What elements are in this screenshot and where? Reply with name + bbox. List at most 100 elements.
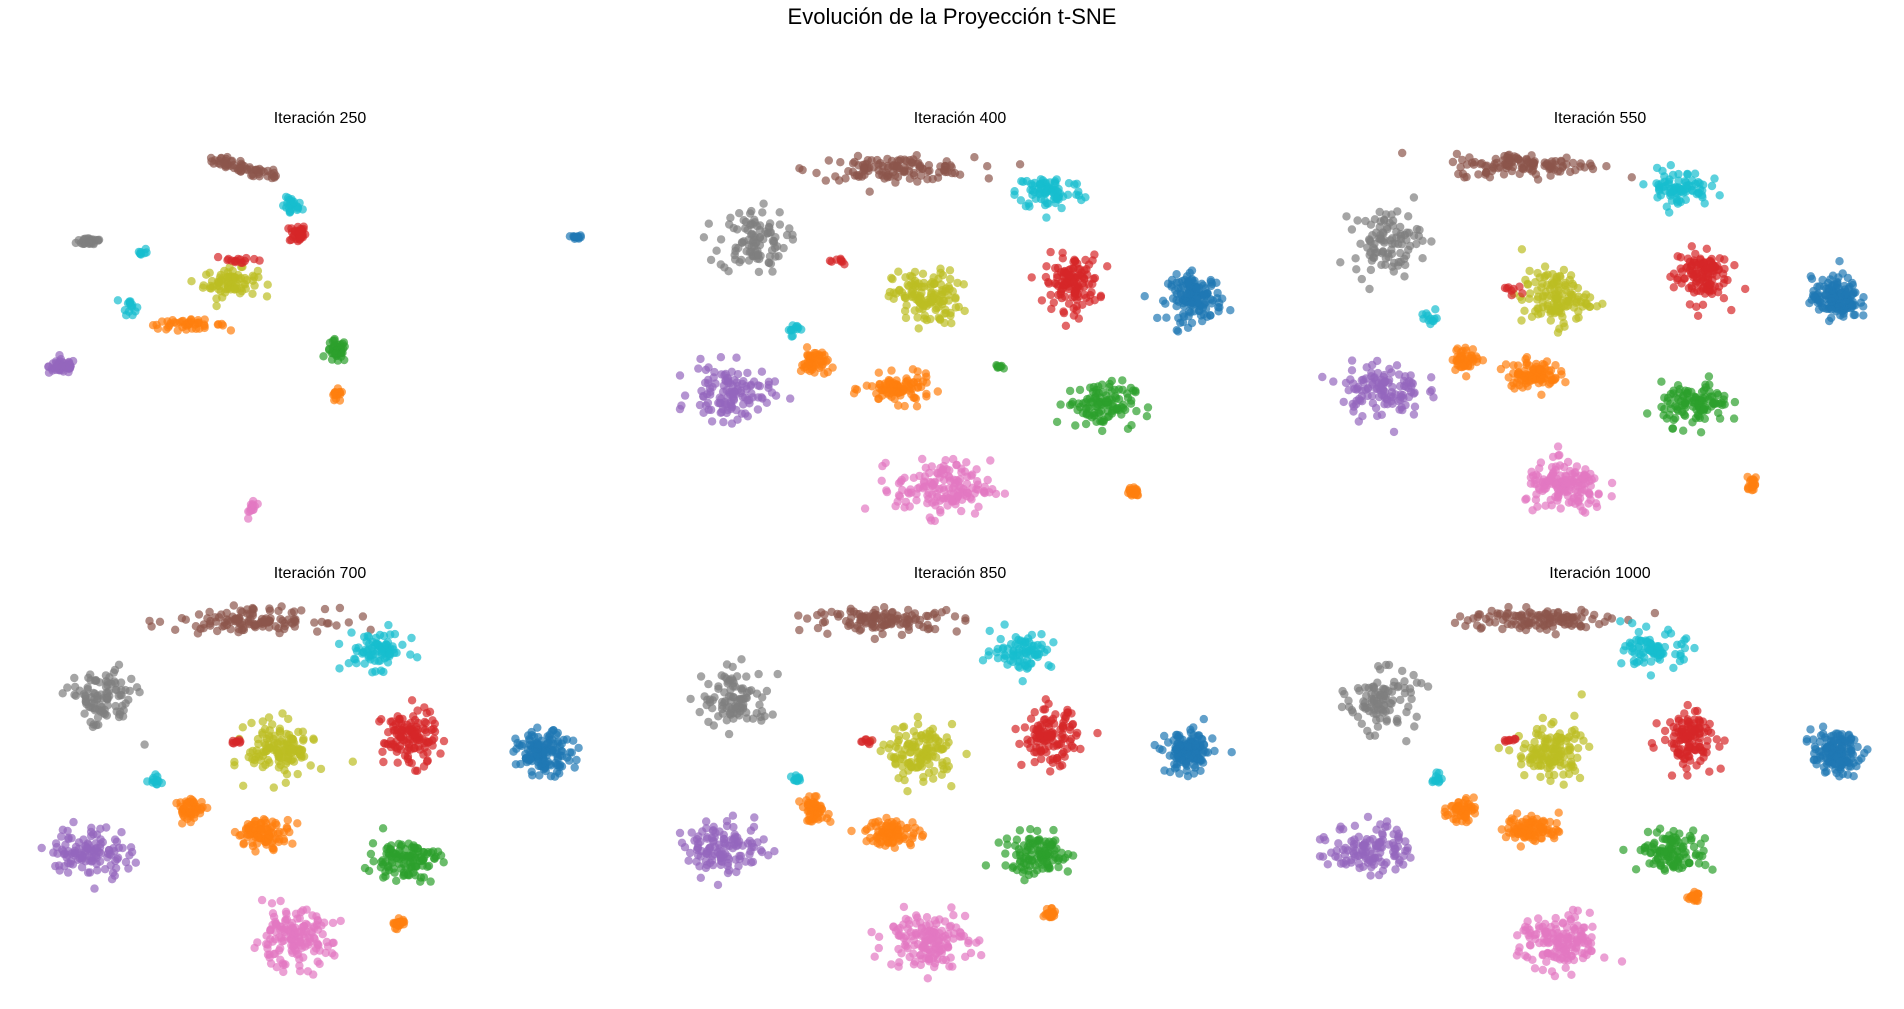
- scatter-point: [954, 302, 963, 312]
- scatter-point: [436, 749, 445, 758]
- scatter-point: [719, 417, 728, 427]
- scatter-point: [762, 398, 771, 407]
- scatter-point: [1032, 650, 1042, 659]
- scatter-point: [90, 706, 100, 715]
- scatter-point: [190, 810, 199, 819]
- scatter-point: [1577, 488, 1586, 497]
- cluster-cyan: [786, 771, 805, 786]
- scatter-point: [228, 738, 237, 748]
- scatter-point: [1366, 265, 1376, 275]
- scatter-point: [1059, 307, 1068, 316]
- scatter-point: [1055, 740, 1064, 749]
- scatter-point: [1518, 289, 1527, 298]
- scatter-point: [1693, 311, 1703, 320]
- scatter-point: [1547, 463, 1557, 472]
- scatter-point: [901, 313, 911, 323]
- scatter-point: [131, 307, 140, 316]
- scatter-point: [836, 610, 845, 619]
- scatter-point: [157, 317, 167, 326]
- scatter-point: [696, 354, 705, 364]
- scatter-point: [1681, 187, 1690, 197]
- scatter-point: [1695, 395, 1704, 405]
- scatter-point: [915, 162, 925, 171]
- scatter-point: [802, 343, 812, 352]
- cluster-orange: [329, 384, 346, 405]
- scatter-point: [1558, 312, 1567, 321]
- scatter-point: [887, 366, 896, 375]
- scatter-point: [324, 619, 333, 628]
- scatter-point: [936, 508, 945, 517]
- scatter-point: [1093, 402, 1102, 412]
- scatter-point: [984, 647, 994, 656]
- scatter-point: [1719, 294, 1729, 303]
- scatter-point: [818, 618, 828, 627]
- scatter-point: [894, 267, 903, 276]
- scatter-point: [897, 288, 907, 297]
- scatter-point: [1522, 353, 1532, 362]
- scatter-point: [1052, 194, 1062, 204]
- scatter-point: [1187, 318, 1197, 328]
- scatter-point: [1167, 280, 1176, 289]
- scatter-point: [117, 685, 126, 695]
- scatter-point: [1011, 724, 1020, 734]
- scatter-point: [784, 325, 794, 335]
- scatter-point: [378, 856, 387, 865]
- scatter-point: [877, 620, 887, 629]
- scatter-point: [1687, 281, 1696, 291]
- scatter-point: [1560, 322, 1569, 331]
- scatter-point: [134, 247, 144, 257]
- scatter-plot: [675, 603, 1236, 983]
- scatter-point: [824, 156, 833, 165]
- cluster-orange: [1496, 353, 1570, 399]
- scatter-point: [1848, 278, 1857, 288]
- scatter-point: [261, 618, 270, 627]
- scatter-point: [406, 745, 415, 754]
- scatter-point: [1052, 279, 1061, 289]
- scatter-point: [906, 748, 915, 757]
- scatter-point: [813, 610, 822, 620]
- scatter-point: [1164, 738, 1173, 747]
- scatter-point: [1509, 361, 1518, 370]
- scatter-point: [1033, 640, 1042, 650]
- scatter-point: [516, 759, 525, 769]
- scatter-point: [712, 246, 721, 255]
- scatter-point: [1448, 157, 1458, 167]
- scatter-point: [1707, 258, 1716, 267]
- scatter-point: [1836, 311, 1845, 320]
- scatter-point: [1652, 179, 1661, 188]
- cluster-cyan: [113, 296, 142, 320]
- scatter-point: [942, 765, 952, 774]
- scatter-point: [812, 360, 821, 370]
- scatter-point: [1353, 216, 1362, 225]
- scatter-point: [1359, 375, 1368, 384]
- scatter-point: [927, 278, 937, 287]
- scatter-point: [881, 458, 890, 468]
- scatter-point: [1750, 480, 1760, 489]
- scatter-point: [220, 161, 229, 170]
- scatter-point: [1042, 213, 1051, 222]
- scatter-point: [704, 679, 713, 689]
- scatter-point: [93, 713, 103, 722]
- scatter-point: [335, 664, 344, 673]
- scatter-point: [1349, 379, 1358, 388]
- scatter-point: [413, 706, 422, 715]
- scatter-point: [1383, 225, 1392, 234]
- scatter-point: [1468, 345, 1478, 354]
- scatter-point: [262, 292, 272, 301]
- scatter-point: [1696, 428, 1706, 437]
- scatter-point: [283, 925, 292, 934]
- scatter-point: [1584, 489, 1594, 498]
- scatter-point: [1060, 752, 1069, 761]
- scatter-point: [1427, 237, 1436, 246]
- scatter-point: [913, 720, 923, 729]
- scatter-point: [192, 802, 201, 812]
- scatter-point: [741, 382, 751, 391]
- scatter-point: [70, 690, 79, 699]
- scatter-point: [1174, 739, 1183, 748]
- scatter-point: [1068, 292, 1077, 302]
- scatter-point: [1657, 402, 1666, 412]
- scatter-point: [246, 165, 255, 174]
- scatter-point: [703, 398, 713, 408]
- cluster-purple: [1318, 356, 1438, 437]
- scatter-point: [1160, 731, 1169, 741]
